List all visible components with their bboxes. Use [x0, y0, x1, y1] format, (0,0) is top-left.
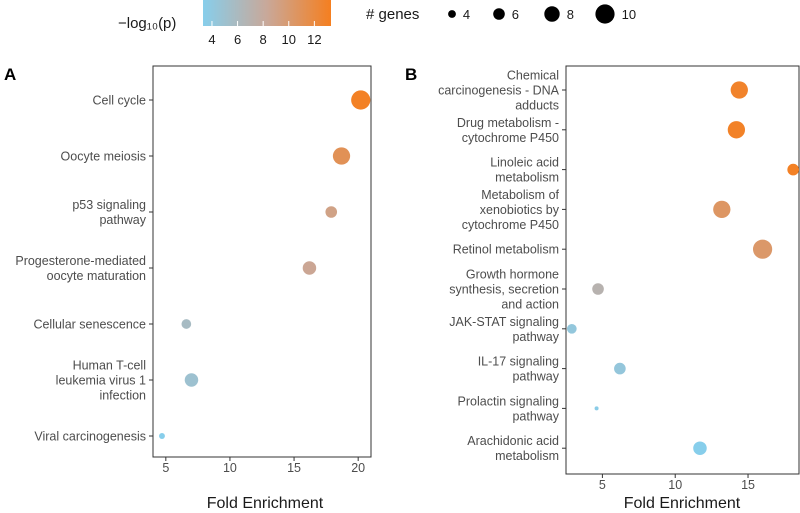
y-tick-label: Cell cycle: [93, 94, 147, 108]
data-point: [592, 283, 604, 295]
x-tick-label: 5: [599, 478, 606, 492]
y-tick-label: Oocyte meiosis: [61, 150, 146, 164]
color-tick-label: 6: [234, 32, 241, 47]
data-point: [332, 147, 351, 165]
y-tick-label: Linoleic acid metabolism: [490, 156, 559, 185]
y-tick-label: Metabolism of xenobiotics by cytochrome P4…: [462, 188, 560, 232]
color-legend-title: −log₁₀(p): [118, 15, 176, 32]
color-tick-label: 10: [282, 32, 296, 47]
panel-a-label: A: [4, 65, 16, 84]
y-tick-label: Human T-cell leukemia virus 1 infection: [56, 359, 146, 403]
y-tick-label: p53 signaling pathway: [72, 198, 146, 227]
x-tick-label: 15: [287, 461, 301, 475]
panel-b: B 5 10 15 Chemical carcinogenesis - DNA adduc…: [405, 65, 800, 512]
size-legend-label: 6: [512, 7, 519, 22]
y-tick-label: Prolactin signaling pathway: [458, 394, 560, 423]
y-tick-label: Growth hormone synthesis, secretion and ac…: [449, 268, 559, 312]
color-legend-ticks: 4 6 8 10 12: [208, 21, 322, 47]
x-tick-label: 10: [223, 461, 237, 475]
panel-a-frame: [152, 65, 372, 458]
data-point: [302, 261, 317, 275]
x-tick-label: 5: [162, 461, 169, 475]
y-tick-label: Retinol metabolism: [453, 243, 559, 257]
panel-b-frame: [565, 65, 800, 475]
y-tick-label: Progesterone-mediated oocyte maturation: [15, 254, 146, 283]
size-legend-title: # genes: [366, 6, 419, 23]
size-legend-label: 4: [463, 7, 470, 22]
data-point: [693, 441, 707, 455]
size-legend-keys: 4 6 8 10: [448, 4, 636, 24]
size-legend-dot: [544, 6, 560, 22]
color-legend: −log₁₀(p) 4 6 8 10 12: [118, 0, 331, 47]
y-tick-label: Chemical carcinogenesis - DNA adducts: [438, 69, 560, 113]
data-point: [594, 406, 599, 411]
panel-a: A 5 10 15 20 Cell cycle Oocyte meiosis p53 sig…: [4, 65, 372, 512]
data-point: [184, 373, 199, 387]
color-tick-label: 12: [307, 32, 321, 47]
x-tick-label: 15: [741, 478, 755, 492]
size-legend-label: 8: [567, 7, 574, 22]
y-tick-label: Drug metabolism -cytochrome P450: [457, 116, 559, 145]
size-legend-dot: [595, 4, 615, 24]
panel-a-x-title: Fold Enrichment: [207, 495, 324, 512]
panel-b-label: B: [405, 65, 417, 84]
data-point: [325, 206, 338, 218]
data-point: [730, 81, 748, 99]
data-point: [566, 323, 577, 334]
data-point: [614, 362, 626, 375]
data-point: [713, 200, 731, 219]
y-tick-label: Cellular senescence: [33, 318, 146, 332]
data-point: [181, 319, 192, 329]
size-legend-dot: [448, 10, 456, 18]
color-tick-label: 4: [208, 32, 215, 47]
size-legend: # genes 4 6 8 10: [366, 4, 636, 24]
color-legend-bar: [203, 0, 331, 26]
x-tick-label: 10: [668, 478, 682, 492]
y-tick-label: Viral carcinogenesis: [34, 430, 146, 444]
x-tick-label: 20: [351, 461, 365, 475]
y-tick-label: JAK-STAT signaling pathway: [449, 315, 560, 344]
data-point: [159, 433, 165, 439]
data-point: [787, 163, 799, 176]
data-point: [727, 121, 746, 139]
y-tick-label: IL-17 signaling pathway: [478, 355, 560, 384]
color-tick-label: 8: [260, 32, 267, 47]
size-legend-label: 10: [622, 7, 636, 22]
data-point: [351, 90, 371, 110]
panel-b-x-title: Fold Enrichment: [624, 495, 741, 512]
y-tick-label: Arachidonic acid metabolism: [467, 434, 559, 463]
size-legend-dot: [493, 8, 505, 20]
data-point: [752, 239, 773, 259]
